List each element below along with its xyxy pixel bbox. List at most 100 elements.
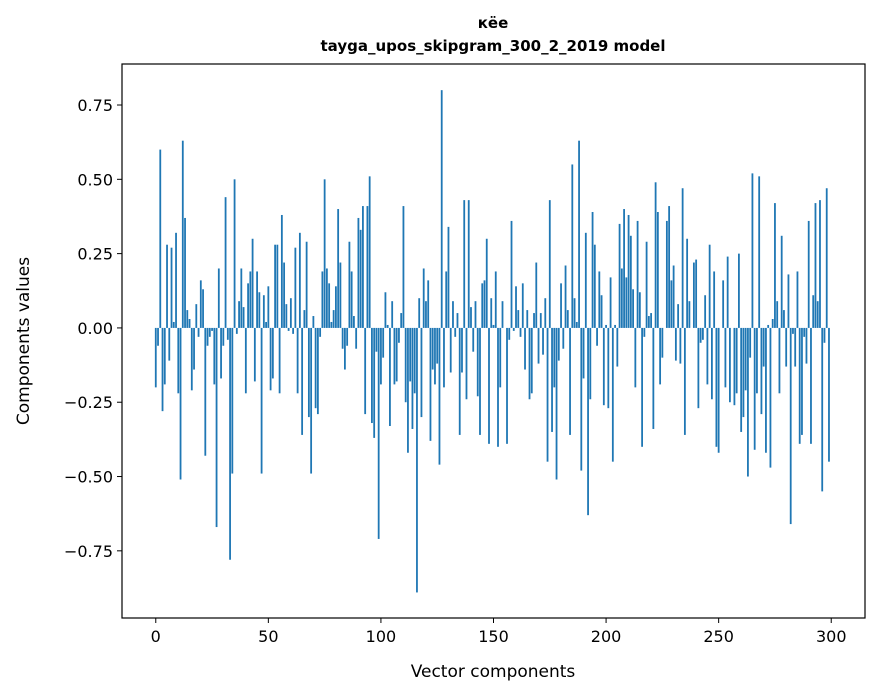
x-tick-label: 200	[591, 627, 622, 646]
bar	[310, 327, 313, 474]
bar	[749, 327, 752, 358]
bar	[276, 244, 279, 328]
bar	[362, 206, 364, 328]
bar	[620, 268, 623, 328]
bar	[677, 304, 680, 328]
bar	[265, 321, 267, 328]
bar	[726, 256, 729, 328]
bar	[483, 280, 486, 328]
bar	[528, 327, 531, 400]
bar	[353, 316, 355, 328]
bar	[440, 90, 443, 328]
bar	[479, 327, 481, 435]
bar	[593, 244, 596, 328]
bar	[515, 286, 517, 328]
bar	[298, 232, 301, 328]
bar	[801, 327, 803, 435]
bar	[418, 298, 421, 328]
bar	[816, 301, 819, 328]
bar	[722, 280, 725, 328]
bar	[159, 149, 162, 328]
bar	[456, 313, 459, 328]
bar	[659, 327, 662, 385]
bar	[753, 327, 756, 450]
bar	[616, 327, 619, 367]
bar	[402, 206, 405, 328]
bar	[683, 327, 686, 435]
bar	[596, 327, 598, 346]
bar	[404, 327, 407, 403]
bar	[217, 268, 220, 328]
bar	[280, 214, 283, 328]
bar	[220, 327, 222, 379]
bar	[650, 313, 653, 328]
bar	[742, 327, 745, 418]
bar	[256, 271, 258, 328]
chart-title-line2: tayga_upos_skipgram_300_2_2019 model	[321, 37, 666, 55]
plot-frame	[121, 63, 866, 619]
bar	[193, 327, 195, 370]
bar	[634, 327, 637, 388]
bar	[692, 262, 695, 328]
bar	[740, 327, 743, 432]
bar	[654, 182, 657, 328]
y-tick-label: −0.50	[64, 468, 113, 487]
bar	[564, 265, 567, 328]
bar	[458, 327, 461, 435]
bar	[215, 327, 218, 528]
bar	[611, 327, 614, 462]
bar	[247, 283, 249, 328]
bar	[226, 327, 229, 340]
bar	[492, 324, 495, 328]
bar	[758, 176, 761, 328]
bar	[607, 327, 610, 409]
bar	[319, 327, 322, 337]
bar	[512, 327, 515, 331]
bar	[828, 327, 830, 462]
bar	[762, 327, 765, 367]
bar	[197, 327, 200, 337]
bar	[465, 327, 468, 400]
bar	[157, 327, 159, 346]
bar	[798, 327, 801, 444]
bar	[546, 327, 549, 462]
bar	[521, 283, 524, 328]
bar	[819, 200, 821, 328]
bar	[380, 327, 382, 385]
bar	[548, 200, 551, 328]
bar	[494, 271, 497, 328]
bar	[195, 304, 198, 328]
bar	[771, 319, 774, 328]
bar	[312, 316, 315, 328]
bar	[341, 327, 344, 349]
bar	[377, 327, 380, 539]
x-axis-label: Vector components	[411, 662, 576, 682]
bar	[803, 327, 806, 337]
bars-group	[154, 90, 830, 593]
bar	[602, 327, 605, 406]
bar	[699, 327, 702, 343]
bar	[258, 292, 261, 328]
bar	[524, 327, 526, 370]
bar	[407, 327, 409, 453]
bar	[744, 327, 747, 391]
bar	[163, 327, 166, 385]
bar	[305, 241, 308, 328]
y-tick-label: 0.25	[77, 245, 113, 264]
bar	[235, 327, 238, 334]
bar	[582, 327, 585, 379]
bar	[348, 241, 351, 328]
bar	[537, 327, 540, 364]
bar	[262, 295, 265, 328]
bar	[229, 327, 231, 560]
bar	[715, 327, 718, 447]
bar	[409, 327, 412, 382]
bar	[213, 327, 216, 385]
bar	[166, 244, 168, 328]
bar	[695, 259, 698, 328]
bar	[792, 327, 794, 334]
bar	[641, 327, 644, 447]
bar	[778, 327, 781, 394]
bar	[591, 212, 594, 328]
bar	[321, 271, 324, 328]
